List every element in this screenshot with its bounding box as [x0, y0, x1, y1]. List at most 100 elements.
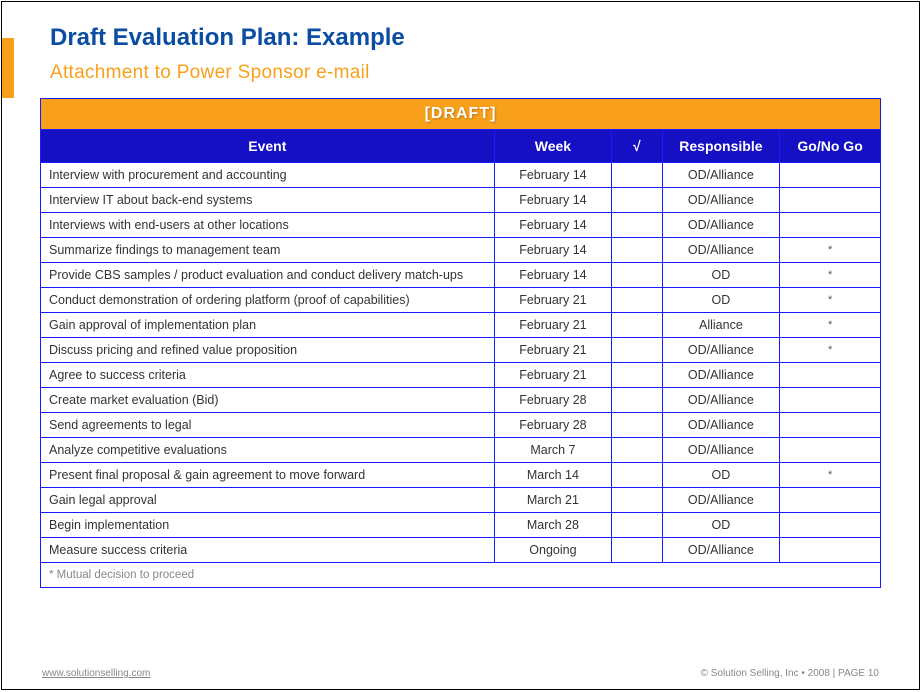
check-cell: [612, 288, 662, 313]
table-row: Create market evaluation (Bid)February 2…: [41, 388, 881, 413]
event-cell: Gain legal approval: [41, 488, 495, 513]
go-cell: [780, 488, 881, 513]
check-cell: [612, 513, 662, 538]
responsible-cell: OD/Alliance: [662, 438, 780, 463]
week-cell: Ongoing: [494, 538, 612, 563]
week-cell: February 21: [494, 338, 612, 363]
check-cell: [612, 313, 662, 338]
responsible-cell: OD/Alliance: [662, 538, 780, 563]
event-cell: Send agreements to legal: [41, 413, 495, 438]
table-row: Measure success criteriaOngoing OD/Allian…: [41, 538, 881, 563]
go-cell: *: [780, 463, 881, 488]
check-cell: [612, 438, 662, 463]
week-cell: February 14: [494, 263, 612, 288]
week-cell: March 14: [494, 463, 612, 488]
responsible-cell: OD: [662, 288, 780, 313]
responsible-cell: OD: [662, 463, 780, 488]
go-cell: *: [780, 313, 881, 338]
col-header-go: Go/No Go: [780, 130, 881, 163]
event-cell: Gain approval of implementation plan: [41, 313, 495, 338]
event-cell: Present final proposal & gain agreement …: [41, 463, 495, 488]
footnote-text: * Mutual decision to proceed: [41, 563, 881, 588]
responsible-cell: OD: [662, 263, 780, 288]
week-cell: February 14: [494, 188, 612, 213]
week-cell: February 28: [494, 413, 612, 438]
table-row: Summarize findings to management teamFeb…: [41, 238, 881, 263]
table-row: Gain approval of implementation planFebr…: [41, 313, 881, 338]
check-cell: [612, 363, 662, 388]
col-header-check: √: [612, 130, 662, 163]
check-cell: [612, 263, 662, 288]
go-cell: *: [780, 338, 881, 363]
go-cell: *: [780, 263, 881, 288]
banner-row: [DRAFT]: [41, 99, 881, 130]
check-cell: [612, 163, 662, 188]
slide: Draft Evaluation Plan: Example Attachmen…: [1, 1, 920, 690]
go-cell: [780, 438, 881, 463]
go-cell: [780, 388, 881, 413]
check-cell: [612, 413, 662, 438]
go-cell: [780, 213, 881, 238]
go-cell: [780, 513, 881, 538]
table-row: Interview IT about back-end systemsFebru…: [41, 188, 881, 213]
table-row: Begin implementationMarch 28 OD: [41, 513, 881, 538]
go-cell: [780, 413, 881, 438]
check-cell: [612, 388, 662, 413]
responsible-cell: OD/Alliance: [662, 163, 780, 188]
check-cell: [612, 338, 662, 363]
responsible-cell: OD/Alliance: [662, 488, 780, 513]
table-row: Send agreements to legalFebruary 28 OD/Al…: [41, 413, 881, 438]
table-row: Analyze competitive evaluationsMarch 7 OD…: [41, 438, 881, 463]
week-cell: February 21: [494, 288, 612, 313]
event-cell: Interview IT about back-end systems: [41, 188, 495, 213]
event-cell: Begin implementation: [41, 513, 495, 538]
evaluation-plan-table: [DRAFT] Event Week √ Responsible Go/No G…: [40, 98, 881, 588]
go-cell: *: [780, 288, 881, 313]
week-cell: February 21: [494, 313, 612, 338]
go-cell: *: [780, 238, 881, 263]
table-row: Agree to success criteriaFebruary 21OD/A…: [41, 363, 881, 388]
responsible-cell: OD/Alliance: [662, 238, 780, 263]
page-title: Draft Evaluation Plan: Example: [40, 24, 881, 52]
table-row: Provide CBS samples / product evaluation…: [41, 263, 881, 288]
check-cell: [612, 238, 662, 263]
event-cell: Discuss pricing and refined value propos…: [41, 338, 495, 363]
go-cell: [780, 188, 881, 213]
week-cell: February 21: [494, 363, 612, 388]
event-cell: Conduct demonstration of ordering platfo…: [41, 288, 495, 313]
event-cell: Agree to success criteria: [41, 363, 495, 388]
event-cell: Interview with procurement and accountin…: [41, 163, 495, 188]
event-cell: Measure success criteria: [41, 538, 495, 563]
week-cell: February 28: [494, 388, 612, 413]
event-cell: Analyze competitive evaluations: [41, 438, 495, 463]
responsible-cell: OD/Alliance: [662, 188, 780, 213]
footer-copyright: © Solution Selling, Inc • 2008 | PAGE 10: [701, 668, 879, 679]
responsible-cell: OD/Alliance: [662, 388, 780, 413]
check-cell: [612, 463, 662, 488]
col-header-responsible: Responsible: [662, 130, 780, 163]
accent-bar: [2, 38, 14, 98]
go-cell: [780, 538, 881, 563]
event-cell: Provide CBS samples / product evaluation…: [41, 263, 495, 288]
column-header-row: Event Week √ Responsible Go/No Go: [41, 130, 881, 163]
table-row: Interview with procurement and accountin…: [41, 163, 881, 188]
footnote-row: * Mutual decision to proceed: [41, 563, 881, 588]
page-subtitle: Attachment to Power Sponsor e-mail: [40, 62, 881, 84]
week-cell: February 14: [494, 238, 612, 263]
check-cell: [612, 538, 662, 563]
week-cell: March 21: [494, 488, 612, 513]
responsible-cell: Alliance: [662, 313, 780, 338]
responsible-cell: OD/Alliance: [662, 413, 780, 438]
responsible-cell: OD/Alliance: [662, 213, 780, 238]
event-cell: Interviews with end-users at other locat…: [41, 213, 495, 238]
table-row: Interviews with end-users at other locat…: [41, 213, 881, 238]
col-header-week: Week: [494, 130, 612, 163]
week-cell: March 7: [494, 438, 612, 463]
table-row: Present final proposal & gain agreement …: [41, 463, 881, 488]
week-cell: March 28: [494, 513, 612, 538]
event-cell: Summarize findings to management team: [41, 238, 495, 263]
check-cell: [612, 488, 662, 513]
responsible-cell: OD: [662, 513, 780, 538]
go-cell: [780, 363, 881, 388]
table-row: Discuss pricing and refined value propos…: [41, 338, 881, 363]
